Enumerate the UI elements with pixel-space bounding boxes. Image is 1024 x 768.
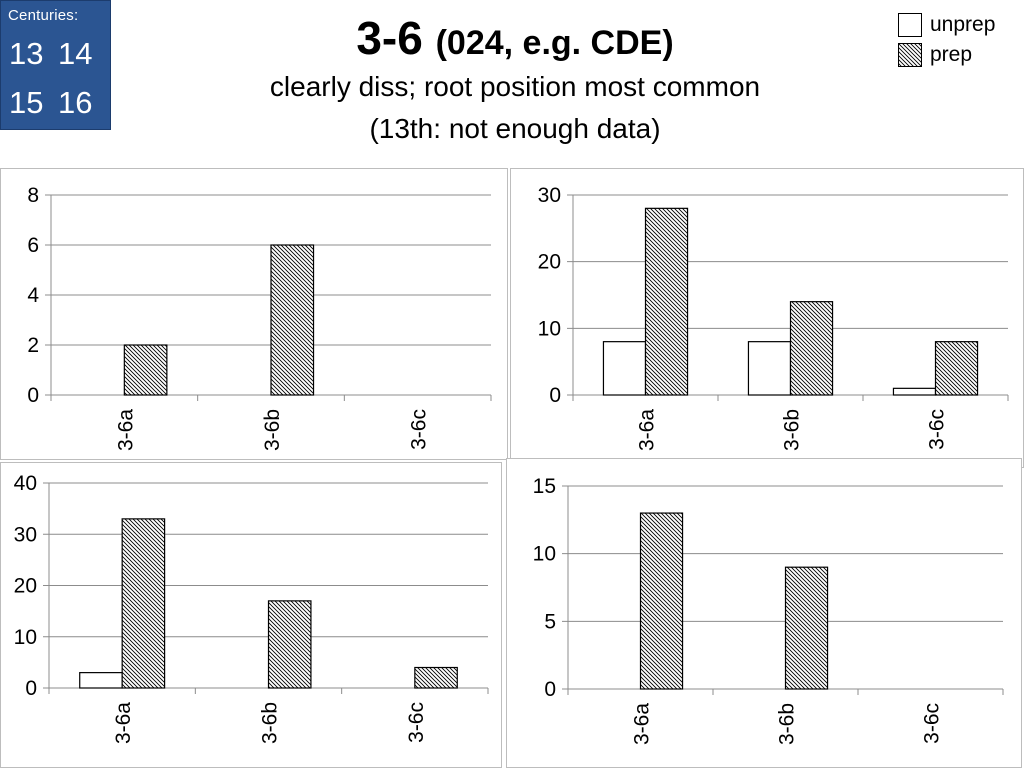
- y-tick-label: 6: [27, 234, 39, 257]
- y-tick-label: 15: [533, 475, 556, 498]
- x-tick-label: 3-6b: [781, 409, 804, 451]
- bar-prep-3-6a: [121, 518, 166, 689]
- bar-prep-3-6b: [267, 600, 312, 689]
- y-tick-label: 40: [14, 472, 37, 495]
- century-13: 13: [9, 36, 44, 71]
- legend-swatch-unprep: [898, 13, 922, 37]
- y-tick-label: 0: [27, 384, 39, 407]
- century-badge-caption: Centuries:: [8, 7, 79, 24]
- slide-title: 3-6 (024, e.g. CDE): [160, 10, 870, 66]
- bar-prep-3-6c: [414, 666, 458, 689]
- y-tick-label: 20: [14, 575, 37, 598]
- legend-item-unprep: unprep: [898, 10, 995, 40]
- y-tick-label: 2: [27, 334, 39, 357]
- bar-chart-bottom-left: 0 10 20 30 40 3-6a 3-6b 3-6c: [14, 472, 489, 744]
- y-tick-label: 10: [14, 626, 37, 649]
- x-tick-label: 3-6c: [926, 409, 949, 450]
- slide-title-main: 3-6: [356, 12, 423, 64]
- y-tick-label: 30: [14, 523, 37, 546]
- x-tick-label: 3-6c: [405, 702, 428, 743]
- slide-title-sub: (024, e.g. CDE): [435, 24, 674, 62]
- legend-item-prep: prep: [898, 40, 995, 70]
- y-tick-label: 8: [27, 184, 39, 207]
- legend-label-prep: prep: [930, 43, 973, 66]
- legend-label-unprep: unprep: [930, 13, 996, 36]
- x-tick-label: 3-6b: [259, 702, 282, 744]
- bar-unprep-3-6b: [747, 341, 792, 396]
- y-tick-label: 30: [538, 184, 561, 207]
- y-tick-label: 10: [538, 317, 561, 340]
- y-tick-label: 5: [544, 610, 556, 633]
- bar-unprep-3-6a: [602, 341, 647, 396]
- chart-panel-bottom-right: 0 5 10 15 3-6a 3-6b 3-6c: [506, 458, 1022, 768]
- century-14: 14: [58, 36, 93, 71]
- century-16: 16: [58, 85, 93, 120]
- x-tick-label: 3-6a: [631, 703, 654, 745]
- x-tick-label: 3-6a: [114, 409, 137, 451]
- bar-chart-top-left: 0 2 4 6 8 3-6a 3-6b 3-6c: [27, 184, 492, 451]
- x-tick-label: 3-6c: [408, 409, 431, 450]
- bar-unprep-3-6c: [892, 387, 937, 396]
- chart-panel-top-left: 0 2 4 6 8 3-6a 3-6b 3-6c: [0, 168, 508, 460]
- chart-panel-top-right: 0 10 20 30 3-6a 3-6b 3-6c: [510, 168, 1024, 468]
- bar-prep-3-6a: [644, 207, 689, 396]
- bar-prep-3-6a: [123, 344, 168, 396]
- y-tick-label: 10: [533, 543, 556, 566]
- century-15: 15: [9, 85, 44, 120]
- x-tick-label: 3-6c: [921, 703, 944, 744]
- legend-swatch-prep: [898, 43, 922, 67]
- x-tick-label: 3-6a: [636, 409, 659, 451]
- slide-header: 3-6 (024, e.g. CDE) clearly diss; root p…: [160, 10, 870, 150]
- bar-unprep-3-6a: [79, 672, 123, 689]
- chart-panel-bottom-left: 0 10 20 30 40 3-6a 3-6b 3-6c: [0, 462, 502, 768]
- century-badge: Centuries: 13 14 15 16: [0, 0, 111, 130]
- y-tick-label: 0: [544, 678, 556, 701]
- legend: unprep prep: [898, 10, 995, 70]
- slide-subtitle-line1: clearly diss; root position most common: [269, 71, 761, 102]
- bar-prep-3-6a: [639, 512, 684, 690]
- bar-prep-3-6c: [934, 341, 979, 396]
- bar-prep-3-6b: [270, 244, 315, 396]
- x-tick-label: 3-6b: [776, 703, 799, 745]
- y-tick-label: 0: [25, 677, 37, 700]
- y-tick-label: 4: [27, 284, 39, 307]
- bar-chart-bottom-right: 0 5 10 15 3-6a 3-6b 3-6c: [533, 475, 1004, 745]
- slide-subtitle-line2: (13th: not enough data): [369, 113, 661, 144]
- y-tick-label: 0: [549, 384, 561, 407]
- x-tick-label: 3-6a: [112, 702, 135, 744]
- bar-prep-3-6b: [784, 566, 829, 690]
- bar-chart-top-right: 0 10 20 30 3-6a 3-6b 3-6c: [538, 184, 1009, 451]
- bar-prep-3-6b: [789, 301, 834, 396]
- y-tick-label: 20: [538, 251, 561, 274]
- x-tick-label: 3-6b: [261, 409, 284, 451]
